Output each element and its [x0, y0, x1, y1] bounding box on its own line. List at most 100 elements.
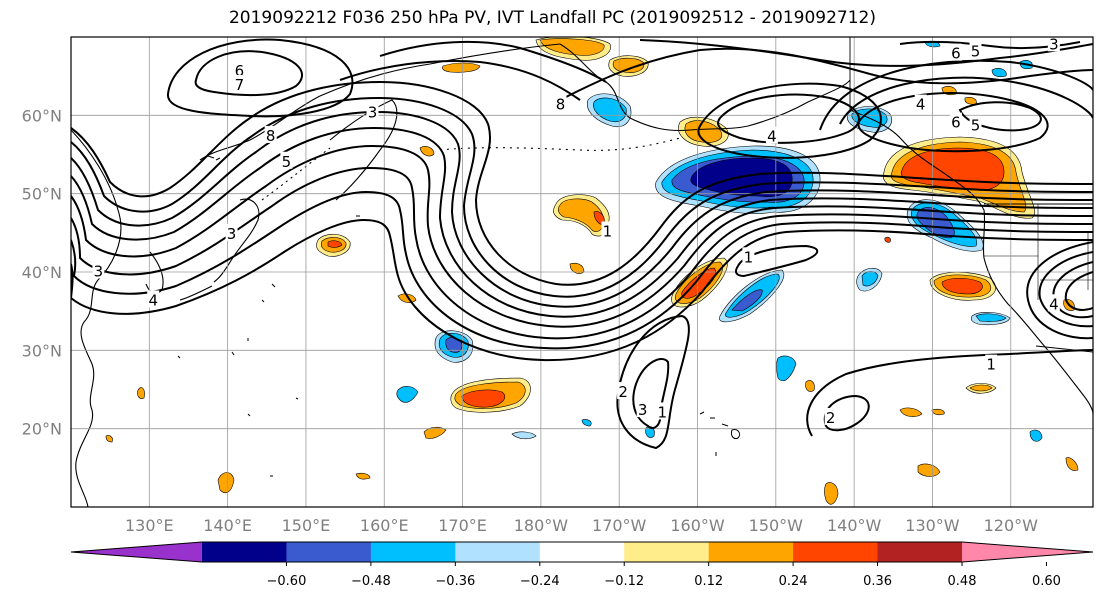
contour-label-bg [969, 115, 982, 133]
colorbar-swatch [624, 542, 710, 562]
contour-label-bg [617, 382, 630, 400]
contour-label: 8 [556, 96, 566, 114]
contour-label: 4 [916, 96, 926, 114]
positive-anomaly-arctic [442, 62, 481, 73]
map-title: 2019092212 F036 250 hPa PV, IVT Landfall… [228, 8, 876, 28]
negative-anomaly-alaska-2 [593, 97, 627, 123]
contour-label-bg [985, 354, 998, 372]
coastline-north-america [849, 109, 1093, 415]
contour-label-bg [949, 112, 962, 130]
contour-label: 3 [94, 262, 104, 280]
colorbar-swatch [286, 542, 372, 562]
contour-label-bg [233, 75, 246, 92]
positive-anomaly-wp-3 [419, 146, 435, 157]
positive-anomaly-dot [884, 236, 891, 243]
lon-label: 170°W [592, 516, 647, 535]
contour-label-bg [1047, 37, 1060, 52]
negative-anomaly-wp-1 [396, 386, 419, 403]
pv-contour-3 [71, 110, 1093, 308]
colorbar-swatch [793, 542, 879, 562]
colorbar-tick-label: −0.60 [267, 574, 307, 589]
lat-label: 30°N [22, 341, 62, 360]
colorbar-tick-label: −0.48 [351, 574, 391, 589]
contour-label-bg [225, 223, 238, 241]
positive-anomaly-subtrop-3 [461, 389, 506, 408]
positive-anomaly-w-3 [355, 472, 371, 480]
pv-contour-sub-5 [823, 394, 870, 432]
coastline-hawaii [699, 411, 741, 456]
positive-anomaly-wp-1-3 [327, 240, 343, 248]
pv-contour-arctic-2 [166, 38, 354, 118]
contour-label-bg [280, 151, 293, 169]
lat-label: 50°N [22, 185, 62, 204]
colorbar-tick-label: −0.24 [520, 574, 560, 589]
lon-label: 150°W [749, 516, 804, 535]
pv-contour-arctic-1 [194, 50, 303, 97]
contour-label: 2 [826, 409, 836, 427]
contour-label: 8 [266, 127, 276, 145]
coastline-japan-south [179, 285, 213, 301]
contour-label-bg [742, 247, 755, 265]
positive-anomaly-hawaii-7 [1065, 457, 1079, 471]
negative-anomaly-hawaii-1 [776, 355, 797, 382]
colorbar-tick-label: 0.36 [863, 574, 892, 589]
positive-anomaly-hawaii-5 [917, 463, 941, 477]
colorbar-swatch [370, 542, 456, 562]
coastline-aleutians [439, 137, 681, 151]
latitude-labels: 60°N 50°N 40°N 30°N 20°N [22, 106, 62, 438]
contour-label: 1 [603, 222, 613, 240]
pv-contour-1 [71, 80, 1093, 286]
negative-anomaly-streak-3 [731, 289, 763, 312]
lat-label: 20°N [22, 420, 62, 439]
contour-label: 4 [1049, 295, 1059, 313]
colorbar-swatch [539, 542, 625, 562]
contour-label: 6 [235, 62, 245, 80]
pv-contour-sub-2 [616, 314, 690, 450]
pv-contour-ne-2 [839, 76, 1093, 125]
contour-label: 1 [744, 248, 754, 266]
contour-label-bg [824, 407, 837, 425]
colorbar-tick-label: −0.36 [435, 574, 475, 589]
colorbar-swatch [202, 542, 287, 562]
pv-contour-2 [71, 96, 1093, 298]
contour-label-bg [147, 290, 160, 308]
negative-anomaly-hawaii-2 [1029, 429, 1043, 442]
colorbar-swatch [708, 542, 794, 562]
coastline-islands [177, 155, 360, 477]
contour-label-bg [949, 43, 962, 61]
contour-label-bg [366, 102, 379, 120]
coastline-alaska [559, 43, 851, 132]
lon-label: 140°E [203, 516, 252, 535]
lon-label: 170°E [438, 516, 487, 535]
positive-anomaly-wp-2 [397, 293, 417, 303]
positive-anomaly-wp-4 [423, 426, 447, 439]
colorbar-tick-label: 0.24 [779, 574, 808, 589]
colorbar-outline [70, 541, 1094, 563]
lon-label: 120°W [984, 516, 1039, 535]
contour-label: 5 [282, 153, 292, 171]
lon-label: 130°W [905, 516, 960, 535]
pv-contour-5 [71, 144, 1093, 328]
coastline-east-asia [71, 129, 122, 507]
positive-anomaly-hawaii-4-2 [969, 384, 993, 392]
contour-label: 6 [951, 45, 961, 63]
pv-contour-sub-4 [806, 349, 1093, 437]
pv-contour-goa-2 [697, 82, 882, 159]
positive-anomaly-w-4 [105, 435, 113, 443]
positive-anomaly-streak-3 [681, 267, 717, 299]
negative-anomaly-small-2 [991, 68, 1007, 78]
colorbar-tick-label: 0.12 [694, 574, 723, 589]
positive-anomaly-aleutian-2 [558, 198, 604, 232]
colorbar-extend-high [962, 542, 1093, 562]
contour-label-bg [554, 94, 567, 112]
contour-label: 3 [368, 103, 378, 121]
colorbar-extend-low [71, 542, 202, 562]
pv-contour-ne-1 [857, 92, 1049, 153]
lon-label: 160°E [360, 516, 409, 535]
pv-contour-4 [71, 126, 1093, 318]
pv-anomaly-shading [105, 37, 1079, 505]
colorbar-swatch [455, 542, 541, 562]
pv-contour-se-1 [1038, 251, 1093, 328]
